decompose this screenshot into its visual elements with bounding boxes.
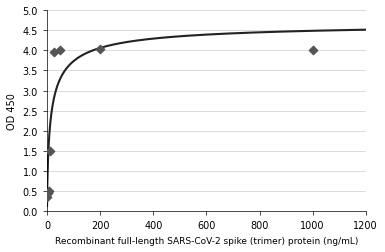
Point — [97, 48, 103, 52]
Y-axis label: OD 450: OD 450 — [7, 93, 17, 130]
Point — [45, 192, 51, 196]
Point — [50, 51, 57, 55]
Point — [47, 149, 54, 153]
Point — [44, 196, 50, 200]
Point — [45, 190, 52, 194]
Point — [57, 49, 64, 53]
Point — [310, 49, 316, 53]
X-axis label: Recombinant full-length SARS-CoV-2 spike (trimer) protein (ng/mL): Recombinant full-length SARS-CoV-2 spike… — [55, 236, 358, 245]
